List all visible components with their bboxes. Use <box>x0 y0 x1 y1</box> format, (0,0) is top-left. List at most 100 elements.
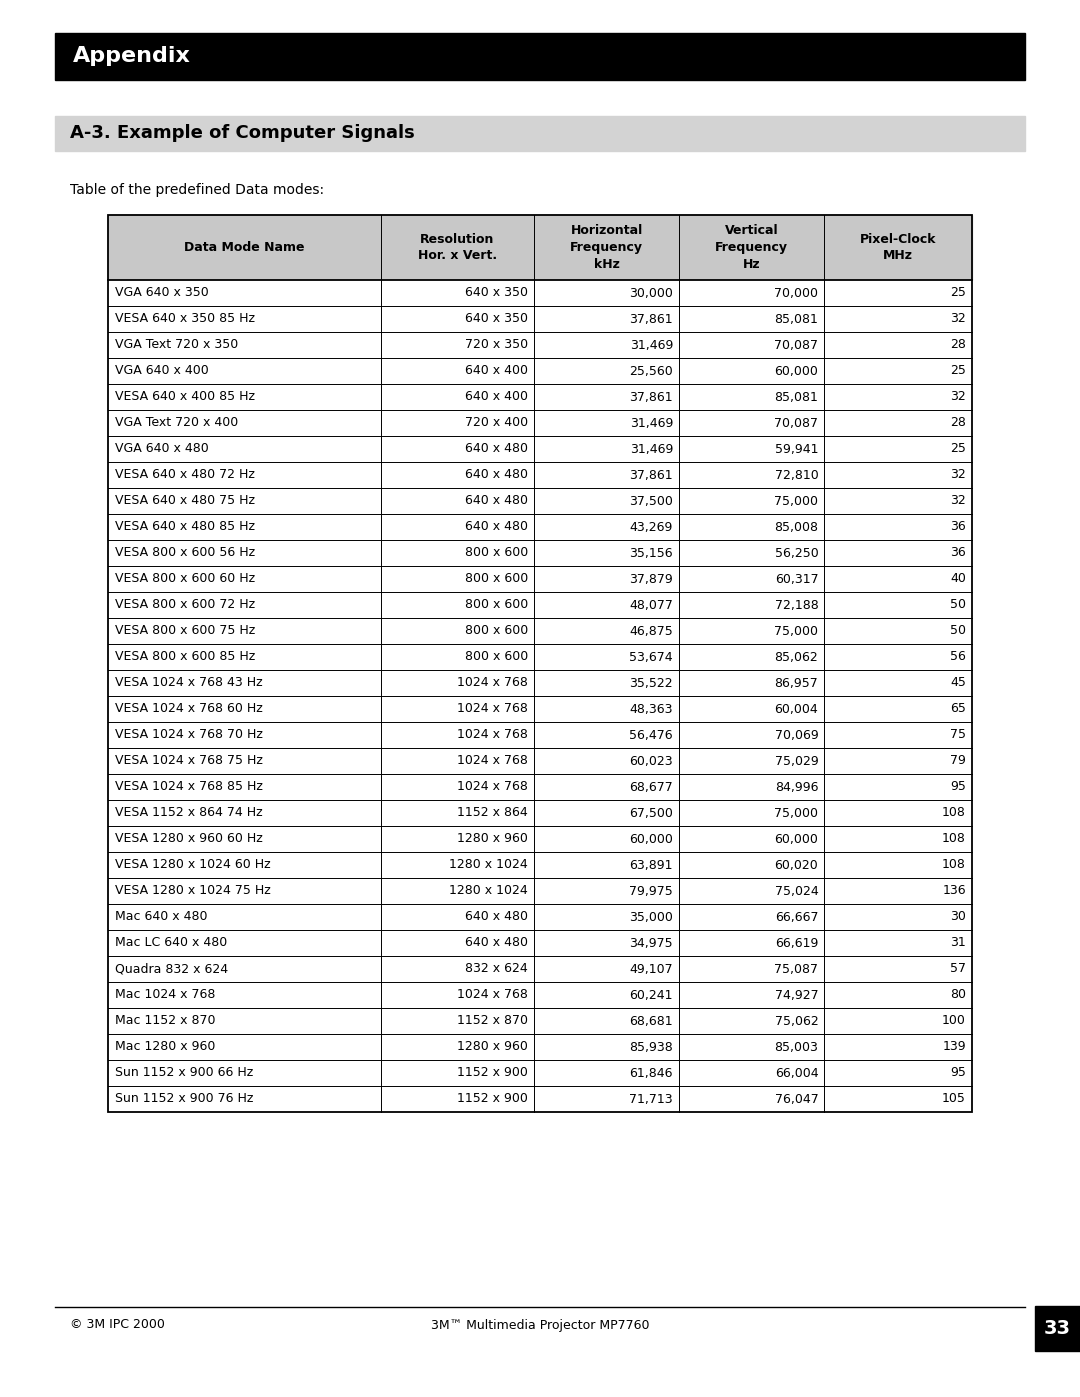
Text: 139: 139 <box>943 1041 966 1053</box>
Bar <box>108 644 972 671</box>
Text: 40: 40 <box>950 573 966 585</box>
Bar <box>108 852 972 877</box>
Text: 56: 56 <box>950 651 966 664</box>
Text: 108: 108 <box>942 833 966 845</box>
Bar <box>108 722 972 747</box>
Text: 1024 x 768: 1024 x 768 <box>457 781 528 793</box>
Text: 37,861: 37,861 <box>630 313 673 326</box>
Text: 50: 50 <box>950 624 966 637</box>
Text: VGA 640 x 480: VGA 640 x 480 <box>114 443 208 455</box>
Bar <box>108 306 972 332</box>
Text: 640 x 480: 640 x 480 <box>465 936 528 950</box>
Text: 48,077: 48,077 <box>630 598 673 612</box>
Text: 25,560: 25,560 <box>630 365 673 377</box>
Text: 720 x 350: 720 x 350 <box>464 338 528 352</box>
Bar <box>108 877 972 904</box>
Text: Vertical
Frequency
Hz: Vertical Frequency Hz <box>715 225 788 271</box>
Text: 85,081: 85,081 <box>774 391 819 404</box>
Bar <box>55 34 1025 80</box>
Text: VESA 1024 x 768 60 Hz: VESA 1024 x 768 60 Hz <box>114 703 262 715</box>
Text: 37,500: 37,500 <box>630 495 673 507</box>
Text: 46,875: 46,875 <box>630 624 673 637</box>
Text: 800 x 600: 800 x 600 <box>464 624 528 637</box>
Text: 1024 x 768: 1024 x 768 <box>457 703 528 715</box>
Text: 33: 33 <box>1044 1319 1071 1338</box>
Text: 1280 x 1024: 1280 x 1024 <box>449 859 528 872</box>
Text: 75,029: 75,029 <box>774 754 819 767</box>
Text: 640 x 400: 640 x 400 <box>465 365 528 377</box>
Text: VESA 1024 x 768 85 Hz: VESA 1024 x 768 85 Hz <box>114 781 262 793</box>
Text: VGA Text 720 x 400: VGA Text 720 x 400 <box>114 416 239 429</box>
Text: 36: 36 <box>950 546 966 560</box>
Text: 640 x 480: 640 x 480 <box>465 468 528 482</box>
Text: Horizontal
Frequency
kHz: Horizontal Frequency kHz <box>570 225 643 271</box>
Bar <box>108 956 972 982</box>
Bar <box>108 358 972 384</box>
Text: 3M™ Multimedia Projector MP7760: 3M™ Multimedia Projector MP7760 <box>431 1319 649 1331</box>
Text: 85,003: 85,003 <box>774 1041 819 1053</box>
Text: © 3M IPC 2000: © 3M IPC 2000 <box>70 1319 165 1331</box>
Text: VGA Text 720 x 350: VGA Text 720 x 350 <box>114 338 239 352</box>
Text: 85,008: 85,008 <box>774 521 819 534</box>
Text: 35,522: 35,522 <box>630 676 673 690</box>
Text: VESA 640 x 480 72 Hz: VESA 640 x 480 72 Hz <box>114 468 255 482</box>
Text: 66,619: 66,619 <box>774 936 819 950</box>
Text: 640 x 480: 640 x 480 <box>465 443 528 455</box>
Bar <box>108 541 972 566</box>
Text: Pixel-Clock
MHz: Pixel-Clock MHz <box>860 233 936 263</box>
Text: 1024 x 768: 1024 x 768 <box>457 676 528 690</box>
Text: VESA 800 x 600 75 Hz: VESA 800 x 600 75 Hz <box>114 624 255 637</box>
Text: 640 x 350: 640 x 350 <box>465 313 528 326</box>
Text: Mac 640 x 480: Mac 640 x 480 <box>114 911 207 923</box>
Text: Data Mode Name: Data Mode Name <box>185 242 305 254</box>
Bar <box>108 747 972 774</box>
Text: 31,469: 31,469 <box>630 416 673 429</box>
Text: 61,846: 61,846 <box>630 1066 673 1080</box>
Text: 32: 32 <box>950 391 966 404</box>
Text: 28: 28 <box>950 416 966 429</box>
Text: Mac LC 640 x 480: Mac LC 640 x 480 <box>114 936 227 950</box>
Text: 1152 x 900: 1152 x 900 <box>457 1092 528 1105</box>
Text: 1152 x 870: 1152 x 870 <box>457 1014 528 1028</box>
Text: 70,087: 70,087 <box>774 416 819 429</box>
Bar <box>108 1034 972 1060</box>
Bar <box>108 671 972 696</box>
Text: 67,500: 67,500 <box>630 806 673 820</box>
Text: 100: 100 <box>942 1014 966 1028</box>
Text: 80: 80 <box>950 989 966 1002</box>
Text: VGA 640 x 400: VGA 640 x 400 <box>114 365 208 377</box>
Text: VESA 800 x 600 60 Hz: VESA 800 x 600 60 Hz <box>114 573 255 585</box>
Text: 68,677: 68,677 <box>630 781 673 793</box>
Text: 50: 50 <box>950 598 966 612</box>
Bar <box>55 116 1025 151</box>
Text: 60,023: 60,023 <box>630 754 673 767</box>
Text: VESA 640 x 350 85 Hz: VESA 640 x 350 85 Hz <box>114 313 255 326</box>
Text: VESA 640 x 400 85 Hz: VESA 640 x 400 85 Hz <box>114 391 255 404</box>
Text: 84,996: 84,996 <box>774 781 819 793</box>
Text: 108: 108 <box>942 859 966 872</box>
Text: 25: 25 <box>950 365 966 377</box>
Text: 70,069: 70,069 <box>774 728 819 742</box>
Bar <box>1035 1306 1080 1351</box>
Text: 59,941: 59,941 <box>774 443 819 455</box>
Text: 640 x 480: 640 x 480 <box>465 495 528 507</box>
Text: VESA 640 x 480 75 Hz: VESA 640 x 480 75 Hz <box>114 495 255 507</box>
Text: 30: 30 <box>950 911 966 923</box>
Text: 75,000: 75,000 <box>774 624 819 637</box>
Text: Quadra 832 x 624: Quadra 832 x 624 <box>114 963 228 975</box>
Text: 71,713: 71,713 <box>630 1092 673 1105</box>
Text: 31: 31 <box>950 936 966 950</box>
Text: Table of the predefined Data modes:: Table of the predefined Data modes: <box>70 183 324 197</box>
Bar <box>108 409 972 436</box>
Text: 85,062: 85,062 <box>774 651 819 664</box>
Bar <box>108 982 972 1009</box>
Text: 95: 95 <box>950 1066 966 1080</box>
Text: Mac 1280 x 960: Mac 1280 x 960 <box>114 1041 215 1053</box>
Text: VESA 1024 x 768 70 Hz: VESA 1024 x 768 70 Hz <box>114 728 262 742</box>
Text: 640 x 480: 640 x 480 <box>465 911 528 923</box>
Text: 86,957: 86,957 <box>774 676 819 690</box>
Text: 1024 x 768: 1024 x 768 <box>457 728 528 742</box>
Bar <box>108 826 972 852</box>
Text: 640 x 480: 640 x 480 <box>465 521 528 534</box>
Text: 105: 105 <box>942 1092 966 1105</box>
